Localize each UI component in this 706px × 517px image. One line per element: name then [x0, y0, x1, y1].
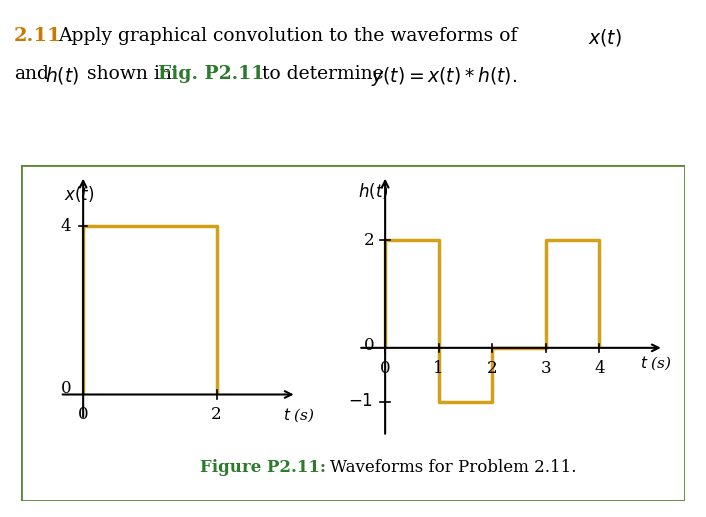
Text: Fig. P2.11: Fig. P2.11: [158, 65, 264, 83]
Text: 4: 4: [61, 218, 71, 235]
Text: $x(t)$: $x(t)$: [588, 27, 622, 48]
Text: 2: 2: [364, 232, 374, 249]
Text: $t$ (s): $t$ (s): [283, 406, 315, 424]
Text: 0: 0: [380, 360, 390, 377]
Text: 1: 1: [433, 360, 444, 377]
Text: Apply graphical convolution to the waveforms of: Apply graphical convolution to the wavef…: [58, 27, 517, 45]
Text: 2.11: 2.11: [14, 27, 62, 45]
Text: $x(t)$: $x(t)$: [64, 184, 95, 204]
Text: 2: 2: [487, 360, 498, 377]
Text: $h(t)$: $h(t)$: [359, 181, 389, 201]
Text: 4: 4: [594, 360, 604, 377]
Text: $h(t)$: $h(t)$: [45, 65, 79, 86]
Text: Figure P2.11:: Figure P2.11:: [201, 459, 326, 476]
Text: and: and: [14, 65, 49, 83]
Text: shown in: shown in: [87, 65, 172, 83]
Text: 3: 3: [541, 360, 551, 377]
Text: to determine: to determine: [262, 65, 383, 83]
Text: 0: 0: [364, 337, 374, 354]
Text: 0: 0: [61, 379, 71, 397]
Text: 0: 0: [78, 406, 88, 423]
Text: Waveforms for Problem 2.11.: Waveforms for Problem 2.11.: [330, 459, 576, 476]
Text: $-1$: $-1$: [348, 393, 373, 410]
Text: $t$ (s): $t$ (s): [640, 354, 671, 372]
Text: $y(t) = x(t) * h(t).$: $y(t) = x(t) * h(t).$: [371, 65, 517, 88]
Text: 2: 2: [211, 406, 222, 423]
